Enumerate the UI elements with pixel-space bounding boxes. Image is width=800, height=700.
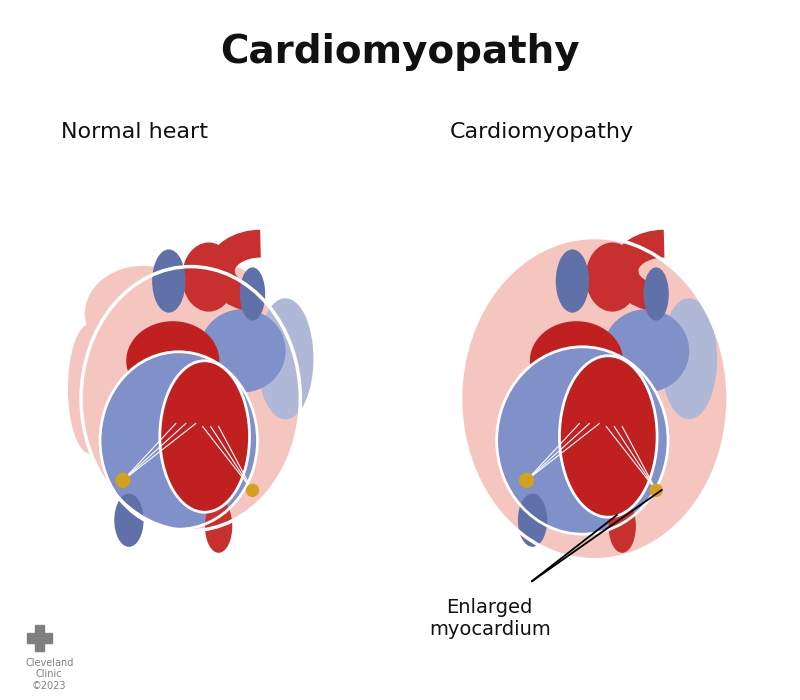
FancyArrowPatch shape [206, 401, 228, 423]
Text: Cardiomyopathy: Cardiomyopathy [220, 33, 580, 71]
Ellipse shape [518, 494, 546, 546]
Ellipse shape [86, 267, 200, 361]
Ellipse shape [171, 265, 266, 349]
Ellipse shape [182, 243, 234, 311]
Ellipse shape [206, 500, 231, 552]
Text: Cleveland
Clinic
©2023: Cleveland Clinic ©2023 [25, 658, 74, 691]
FancyArrowPatch shape [577, 396, 597, 418]
Ellipse shape [461, 237, 728, 560]
Ellipse shape [559, 356, 657, 517]
FancyArrowPatch shape [174, 396, 193, 418]
FancyArrowPatch shape [594, 401, 609, 425]
Circle shape [246, 484, 258, 496]
Text: Normal heart: Normal heart [61, 122, 208, 141]
Bar [35, 625, 44, 651]
Ellipse shape [530, 322, 622, 400]
Ellipse shape [575, 265, 670, 349]
Ellipse shape [662, 299, 717, 419]
Ellipse shape [644, 268, 668, 320]
Ellipse shape [604, 310, 689, 392]
Ellipse shape [241, 268, 265, 320]
Ellipse shape [81, 267, 300, 531]
Ellipse shape [472, 324, 517, 454]
Ellipse shape [557, 250, 588, 312]
Text: Enlarged
myocardium: Enlarged myocardium [429, 598, 550, 639]
Ellipse shape [160, 360, 250, 512]
Ellipse shape [610, 500, 635, 552]
Ellipse shape [69, 324, 114, 454]
Ellipse shape [200, 310, 285, 392]
FancyArrowPatch shape [562, 396, 576, 422]
Ellipse shape [489, 267, 604, 361]
FancyArrowPatch shape [158, 396, 173, 422]
Bar [27, 633, 52, 643]
Text: Cardiomyopathy: Cardiomyopathy [450, 122, 634, 141]
Circle shape [116, 473, 130, 487]
Ellipse shape [127, 322, 218, 400]
Ellipse shape [115, 494, 143, 546]
Ellipse shape [258, 299, 313, 419]
FancyArrowPatch shape [191, 401, 206, 425]
Ellipse shape [586, 243, 638, 311]
Ellipse shape [497, 346, 668, 534]
FancyArrowPatch shape [610, 401, 631, 423]
Ellipse shape [153, 250, 185, 312]
Ellipse shape [100, 352, 258, 529]
Circle shape [519, 473, 534, 487]
Circle shape [650, 484, 662, 496]
